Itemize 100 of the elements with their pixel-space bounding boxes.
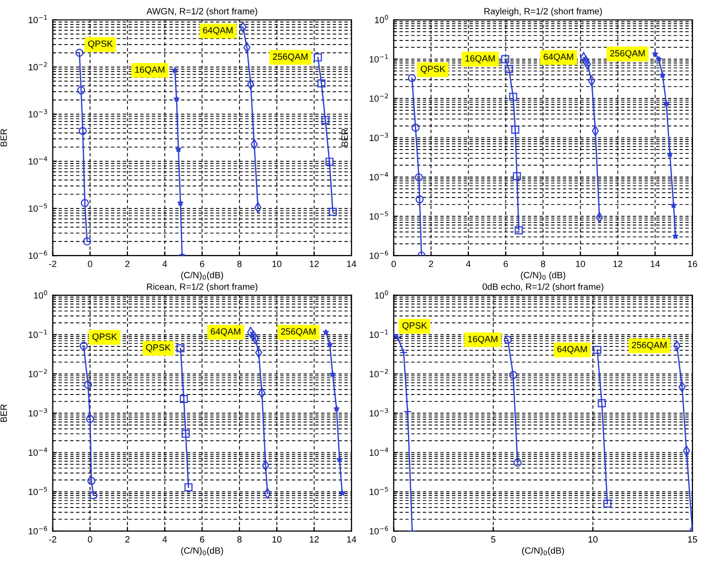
y-tick-label: 10$^{−2}$ xyxy=(370,368,388,378)
point xyxy=(336,456,343,462)
y-tick-label: 10$^{−5}$ xyxy=(28,204,47,212)
x-tick-label: 2 xyxy=(125,260,130,268)
series-label: QPSK xyxy=(146,344,171,352)
y-axis-title: BER xyxy=(0,404,7,422)
series-label: QPSK xyxy=(402,322,427,330)
point xyxy=(504,65,513,74)
x-tick-label: 10 xyxy=(576,260,586,268)
series-label: QPSK xyxy=(420,66,446,74)
y-axis-title: BER xyxy=(342,128,348,146)
point xyxy=(598,399,606,408)
point xyxy=(656,56,662,62)
x-tick-label: 2 xyxy=(125,536,130,542)
series-label: 16QAM xyxy=(466,55,495,64)
point xyxy=(414,173,423,182)
y-tick-label: 10$^{−1}$ xyxy=(370,54,388,62)
chart-title: 0dB echo, R=1/2 (short frame) xyxy=(482,283,604,292)
point xyxy=(182,430,190,438)
x-tick-label: 15 xyxy=(688,536,698,543)
point xyxy=(317,79,326,88)
point xyxy=(672,232,679,240)
y-tick-label: 10$^{0}$ xyxy=(34,290,48,299)
y-tick-label: 10$^{−4}$ xyxy=(28,448,48,456)
point xyxy=(86,415,94,424)
point xyxy=(89,491,98,500)
y-tick-label: 10$^{−1}$ xyxy=(370,330,388,338)
point xyxy=(314,53,322,62)
point xyxy=(87,476,96,485)
y-tick-label: 10$^{−3}$ xyxy=(370,408,388,417)
y-tick-label: 10$^{−2}$ xyxy=(370,94,388,102)
x-tick-label: 8 xyxy=(237,260,242,268)
point xyxy=(504,336,512,344)
point xyxy=(511,126,520,134)
x-tick-label: 12 xyxy=(310,536,319,542)
x-tick-label: 0 xyxy=(88,536,92,543)
x-tick-label: 14 xyxy=(650,260,660,268)
y-tick-label: 10$^{−2}$ xyxy=(28,368,47,378)
x-tick-label: 12 xyxy=(613,260,622,268)
point xyxy=(659,72,666,78)
y-tick-label: 10$^{−6}$ xyxy=(28,526,48,534)
point xyxy=(670,202,677,208)
x-tick-label: 4 xyxy=(162,536,168,542)
point xyxy=(77,86,86,94)
y-tick-label: 10$^{−3}$ xyxy=(28,408,48,417)
chart-title: Ricean, R=1/2 (short frame) xyxy=(147,283,258,292)
point xyxy=(501,55,510,64)
x-tick-label: 2 xyxy=(428,260,434,268)
y-tick-label: 10$^{−5}$ xyxy=(370,486,388,496)
point xyxy=(412,124,420,132)
x-tick-label: 6 xyxy=(200,536,204,543)
y-tick-label: 10$^{0}$ xyxy=(375,14,388,24)
point xyxy=(509,370,518,380)
series-label: 256QAM xyxy=(610,50,645,58)
point xyxy=(80,199,89,208)
series-label: 256QAM xyxy=(281,328,316,336)
x-tick-label: 14 xyxy=(347,536,356,542)
point xyxy=(175,146,182,152)
series-label: 64QAM xyxy=(203,27,233,36)
y-tick-label: 10$^{−1}$ xyxy=(28,330,47,338)
x-tick-label: 0 xyxy=(392,260,396,268)
series-label: 64QAM xyxy=(557,346,587,354)
x-tick-label: -2 xyxy=(49,536,56,542)
point xyxy=(666,150,674,158)
series-label: QPSK xyxy=(88,40,113,48)
chart-title: AWGN, R=1/2 (short frame) xyxy=(146,8,258,16)
point xyxy=(512,172,521,180)
point xyxy=(180,394,188,404)
x-tick-label: 8 xyxy=(237,536,242,543)
series-label: 16QAM xyxy=(135,66,164,74)
y-tick-label: 10$^{−6}$ xyxy=(370,526,388,534)
x-tick-label: 5 xyxy=(491,536,496,543)
x-tick-label: 10 xyxy=(272,260,282,268)
x-tick-label: 10 xyxy=(588,536,598,543)
y-tick-label: 10$^{0}$ xyxy=(375,290,388,299)
y-tick-label: 10$^{−5}$ xyxy=(370,211,388,220)
point xyxy=(408,74,416,82)
point xyxy=(338,490,346,496)
point xyxy=(84,380,92,389)
x-tick-label: 14 xyxy=(347,260,356,268)
chart-title: Rayleigh, R=1/2 (short frame) xyxy=(484,8,602,16)
x-tick-label: 6 xyxy=(200,260,204,268)
x-axis-title: (C/N)$_{0}$(dB) xyxy=(522,547,564,556)
point xyxy=(176,344,184,352)
point xyxy=(321,116,330,124)
x-tick-label: 0 xyxy=(88,260,92,268)
y-tick-label: 10$^{−2}$ xyxy=(28,62,47,70)
x-tick-label: 16 xyxy=(688,260,698,268)
point xyxy=(172,67,178,74)
point xyxy=(328,208,337,216)
point xyxy=(75,48,84,57)
series-label: 256QAM xyxy=(272,53,308,62)
x-tick-label: 0 xyxy=(392,536,396,543)
x-tick-label: 10 xyxy=(272,536,282,543)
point xyxy=(83,237,92,246)
y-tick-label: 10$^{−5}$ xyxy=(28,486,47,496)
y-tick-label: 10$^{−6}$ xyxy=(28,250,48,259)
series-label: QPSK xyxy=(92,333,118,342)
x-axis-title: (C/N)$_{0}$(dB) xyxy=(181,272,224,280)
point xyxy=(416,195,424,204)
